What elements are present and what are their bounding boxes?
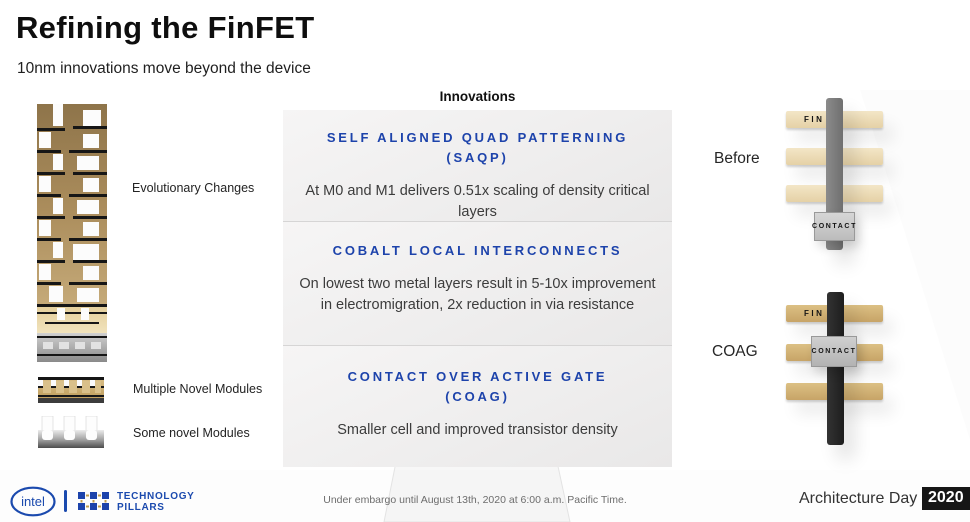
innovations-heading: Innovations: [439, 89, 516, 104]
card-saqp-body: At M0 and M1 delivers 0.51x scaling of d…: [305, 183, 650, 220]
card-cobalt-body: On lowest two metal layers result in 5-1…: [299, 276, 656, 313]
card-saqp-title: SELF ALIGNED QUAD PATTERNING (SAQP): [283, 128, 672, 168]
card-coag: CONTACT OVER ACTIVE GATE (COAG) Smaller …: [283, 345, 672, 467]
card-coag-title-line2: (COAG): [445, 389, 510, 404]
diagram-coag: COAG FIN CONTACT: [705, 288, 970, 458]
some-novel-modules-illustration: [38, 416, 104, 448]
contact-label: CONTACT: [811, 348, 857, 355]
card-coag-title: CONTACT OVER ACTIVE GATE (COAG): [283, 367, 672, 407]
card-cobalt-title: COBALT LOCAL INTERCONNECTS: [332, 243, 623, 258]
diagram-coag-label: COAG: [712, 343, 758, 360]
card-saqp: SELF ALIGNED QUAD PATTERNING (SAQP) At M…: [283, 110, 672, 221]
technology-pillars-label: TECHNOLOGY PILLARS: [117, 491, 195, 513]
technology-pillars-icon: [78, 492, 109, 510]
contact-box: CONTACT: [812, 212, 857, 241]
footer-divider: [64, 490, 67, 512]
contact-box: CONTACT: [811, 336, 857, 367]
pillars-label-line2: PILLARS: [117, 502, 165, 513]
card-coag-title-line1: CONTACT OVER ACTIVE GATE: [347, 369, 608, 384]
embargo-notice: Under embargo until August 13th, 2020 at…: [323, 494, 627, 506]
card-saqp-title-line1: SELF ALIGNED QUAD PATTERNING: [326, 130, 629, 145]
page-title: Refining the FinFET: [16, 10, 315, 45]
page-subtitle: 10nm innovations move beyond the device: [17, 60, 311, 77]
card-cobalt: COBALT LOCAL INTERCONNECTS On lowest two…: [283, 221, 672, 345]
intel-logo: intel: [10, 486, 56, 517]
intel-logo-text: intel: [21, 494, 45, 509]
pillars-label-line1: TECHNOLOGY: [117, 491, 195, 502]
fin-label: FIN: [804, 115, 825, 124]
diagram-before: Before FIN CONTACT: [705, 95, 970, 260]
diagram-before-label: Before: [714, 150, 760, 167]
contact-label: CONTACT: [812, 223, 857, 230]
fin-label: FIN: [804, 309, 825, 318]
card-saqp-title-line2: (SAQP): [446, 150, 509, 165]
some-novel-modules-label: Some novel Modules: [133, 426, 250, 440]
event-year-badge: 2020: [922, 487, 970, 510]
event-name: Architecture Day: [799, 490, 918, 507]
gate-bar: [827, 292, 844, 445]
multiple-novel-modules-illustration: [38, 377, 104, 403]
metal-stack-illustration: [37, 104, 107, 362]
card-coag-body: Smaller cell and improved transistor den…: [337, 422, 618, 438]
evolutionary-changes-label: Evolutionary Changes: [132, 181, 255, 195]
innovation-cards: SELF ALIGNED QUAD PATTERNING (SAQP) At M…: [283, 110, 672, 467]
multiple-novel-modules-label: Multiple Novel Modules: [133, 382, 263, 396]
